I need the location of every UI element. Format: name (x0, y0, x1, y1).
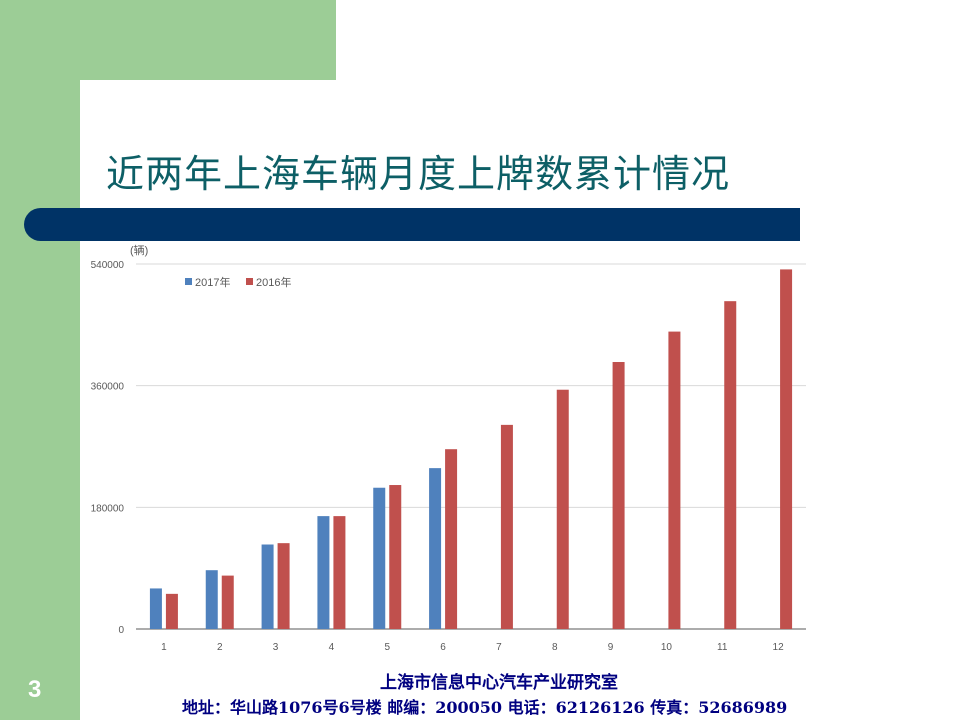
x-tick-label: 5 (384, 642, 390, 653)
bar-series-a (205, 570, 218, 629)
bar-series-a (149, 588, 162, 629)
top-green-block (80, 0, 336, 80)
bar-series-b (277, 543, 290, 629)
footer-organization: 上海市信息中心汽车产业研究室 (380, 673, 618, 693)
bar-series-b (445, 449, 458, 629)
bar-series-b (556, 389, 569, 629)
bar-series-b (333, 516, 346, 629)
x-tick-label: 9 (608, 642, 614, 653)
footer-contact: 地址：华山路1076号6号楼 邮编：200050 电话：62126126 传真：… (182, 698, 788, 717)
y-tick-label: 540000 (91, 260, 125, 271)
bar-series-b (389, 485, 402, 629)
x-tick-label: 8 (552, 642, 558, 653)
x-tick-label: 10 (661, 642, 673, 653)
slide-title: 近两年上海车辆月度上牌数累计情况 (106, 152, 731, 196)
x-tick-label: 12 (773, 642, 785, 653)
y-tick-label: 360000 (91, 382, 125, 393)
bar-series-a (373, 487, 386, 629)
bar-series-b (724, 301, 737, 629)
bar-series-a (317, 516, 330, 629)
bar-series-b (221, 575, 234, 629)
legend-swatch (185, 278, 192, 285)
x-tick-label: 2 (217, 642, 223, 653)
x-tick-label: 3 (273, 642, 279, 653)
legend-label: 2016年 (256, 275, 291, 289)
chart-area: (辆) 0 180000 360000 540000 1 2 3 4 5 6 7 8 9 10 11 12 20… (80, 240, 820, 660)
legend-label: 2017年 (195, 275, 230, 289)
bar-series-b (500, 424, 513, 629)
page-number: 3 (28, 676, 42, 703)
x-tick-label: 6 (440, 642, 446, 653)
title-underline-bar (24, 208, 800, 241)
x-tick-label: 1 (161, 642, 167, 653)
bar-series-a (429, 468, 442, 629)
y-tick-label: 180000 (91, 503, 125, 514)
legend-swatch (246, 278, 253, 285)
bar-series-a (261, 544, 274, 629)
y-tick-label: 0 (118, 625, 124, 636)
y-unit-label: (辆) (130, 243, 148, 257)
left-green-bar (0, 0, 80, 720)
bar-series-b (780, 269, 793, 629)
x-tick-label: 4 (329, 642, 335, 653)
x-tick-label: 11 (717, 642, 728, 653)
x-tick-label: 7 (496, 642, 502, 653)
bar-series-b (612, 362, 625, 629)
bar-series-b (668, 331, 681, 629)
bar-series-b (165, 593, 178, 629)
